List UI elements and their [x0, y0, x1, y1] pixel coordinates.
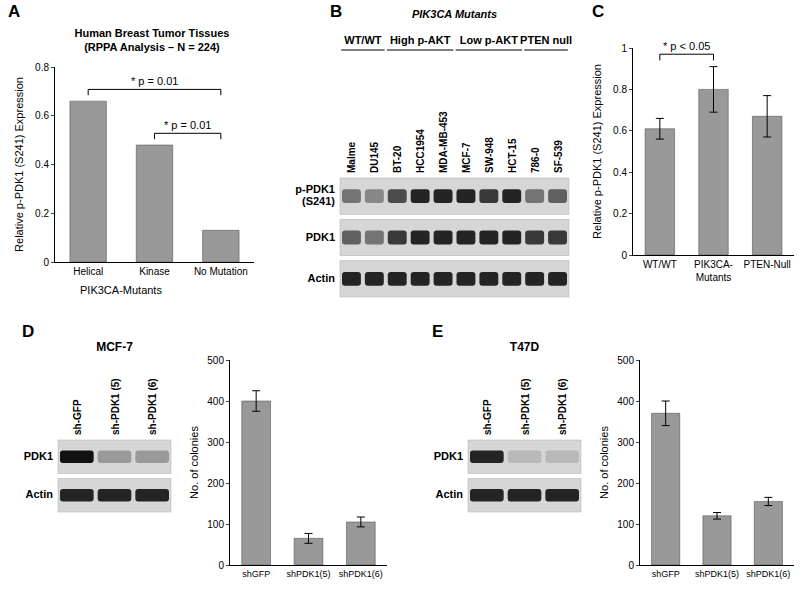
svg-text:MCF-7: MCF-7: [96, 340, 133, 354]
svg-text:shPDK1(6): shPDK1(6): [339, 569, 383, 579]
svg-text:1: 1: [621, 43, 627, 54]
svg-text:PIK3CA-Mutants: PIK3CA-Mutants: [80, 284, 162, 296]
svg-text:shGFP: shGFP: [242, 569, 270, 579]
svg-text:No. of colonies: No. of colonies: [598, 426, 610, 499]
html-text:D: D: [22, 322, 35, 341]
svg-text:WT/WT: WT/WT: [643, 259, 677, 270]
svg-text:0: 0: [43, 257, 49, 268]
svg-text:0.8: 0.8: [35, 62, 49, 73]
svg-text:0.6: 0.6: [613, 125, 627, 136]
svg-text:sh-PDK1 (6): sh-PDK1 (6): [147, 378, 158, 435]
svg-text:shPDK1(5): shPDK1(5): [286, 569, 330, 579]
html-text:B: B: [330, 2, 343, 21]
svg-text:0.4: 0.4: [35, 159, 49, 170]
svg-text:PDK1: PDK1: [24, 450, 53, 462]
svg-text:0: 0: [621, 250, 627, 261]
svg-text:Kinase: Kinase: [139, 266, 170, 277]
svg-text:500: 500: [617, 355, 634, 366]
svg-text:DU145: DU145: [369, 141, 380, 173]
svg-text:200: 200: [207, 478, 224, 489]
svg-text:0.2: 0.2: [613, 208, 627, 219]
svg-text:786-0: 786-0: [530, 147, 541, 173]
svg-text:BT-20: BT-20: [392, 145, 403, 173]
svg-text:shPDK1(6): shPDK1(6): [746, 569, 790, 579]
html-text:A: A: [8, 2, 21, 21]
svg-text:300: 300: [617, 437, 634, 448]
svg-text:Actin: Actin: [26, 488, 54, 500]
svg-text:No. of colonies: No. of colonies: [188, 426, 200, 499]
svg-text:MDA-MB-453: MDA-MB-453: [438, 111, 449, 173]
svg-text:PIK3CA Mutants: PIK3CA Mutants: [412, 8, 497, 20]
svg-text:Malme: Malme: [346, 141, 357, 173]
svg-text:shGFP: shGFP: [652, 569, 680, 579]
svg-text:100: 100: [617, 519, 634, 530]
svg-text:0.6: 0.6: [35, 110, 49, 121]
svg-text:* p = 0.01: * p = 0.01: [164, 119, 211, 131]
svg-text:Human Breast Tumor Tissues(RPP: Human Breast Tumor Tissues(RPPA Analysis…: [75, 27, 230, 53]
svg-text:MCF-7: MCF-7: [461, 142, 472, 173]
svg-text:sh-GFP: sh-GFP: [72, 399, 83, 435]
svg-text:sh-PDK1 (6): sh-PDK1 (6): [557, 378, 568, 435]
svg-text:* p < 0.05: * p < 0.05: [663, 40, 710, 52]
svg-text:PDK1: PDK1: [434, 450, 463, 462]
svg-text:p-PDK1(S241): p-PDK1(S241): [295, 183, 335, 207]
svg-text:200: 200: [617, 478, 634, 489]
svg-text:High p-AKT: High p-AKT: [390, 34, 451, 46]
svg-text:0.8: 0.8: [613, 84, 627, 95]
svg-text:0: 0: [628, 560, 634, 571]
svg-text:0: 0: [218, 560, 224, 571]
svg-text:SW-948: SW-948: [484, 137, 495, 173]
svg-text:PTEN null: PTEN null: [520, 34, 572, 46]
svg-text:400: 400: [617, 396, 634, 407]
svg-text:0.2: 0.2: [35, 208, 49, 219]
svg-text:400: 400: [207, 396, 224, 407]
svg-text:Relative p-PDK1 (S241) Express: Relative p-PDK1 (S241) Expression: [591, 64, 603, 239]
html-text:C: C: [592, 2, 605, 21]
svg-text:100: 100: [207, 519, 224, 530]
svg-text:shPDK1(5): shPDK1(5): [695, 569, 739, 579]
svg-text:SF-539: SF-539: [553, 140, 564, 173]
svg-text:Actin: Actin: [436, 488, 464, 500]
svg-text:sh-GFP: sh-GFP: [482, 399, 493, 435]
svg-text:PDK1: PDK1: [306, 230, 335, 242]
svg-text:Relative p-PDK1 (S241) Express: Relative p-PDK1 (S241) Expression: [13, 77, 25, 252]
svg-text:PTEN-Null: PTEN-Null: [744, 259, 791, 270]
svg-text:WT/WT: WT/WT: [344, 34, 382, 46]
svg-text:Low p-AKT: Low p-AKT: [460, 34, 518, 46]
svg-text:sh-PDK1 (5): sh-PDK1 (5): [520, 378, 531, 435]
svg-text:HCC1954: HCC1954: [415, 129, 426, 173]
svg-text:PIK3CA-Mutants: PIK3CA-Mutants: [694, 259, 733, 283]
svg-text:Actin: Actin: [308, 272, 336, 284]
svg-text:HCT-15: HCT-15: [507, 138, 518, 173]
svg-text:500: 500: [207, 355, 224, 366]
svg-text:0.4: 0.4: [613, 167, 627, 178]
svg-text:* p = 0.01: * p = 0.01: [131, 75, 178, 87]
svg-text:300: 300: [207, 437, 224, 448]
svg-text:No Mutation: No Mutation: [194, 266, 248, 277]
svg-text:T47D: T47D: [510, 340, 540, 354]
html-text:E: E: [432, 322, 444, 341]
svg-text:Helical: Helical: [73, 266, 103, 277]
svg-text:sh-PDK1 (5): sh-PDK1 (5): [110, 378, 121, 435]
